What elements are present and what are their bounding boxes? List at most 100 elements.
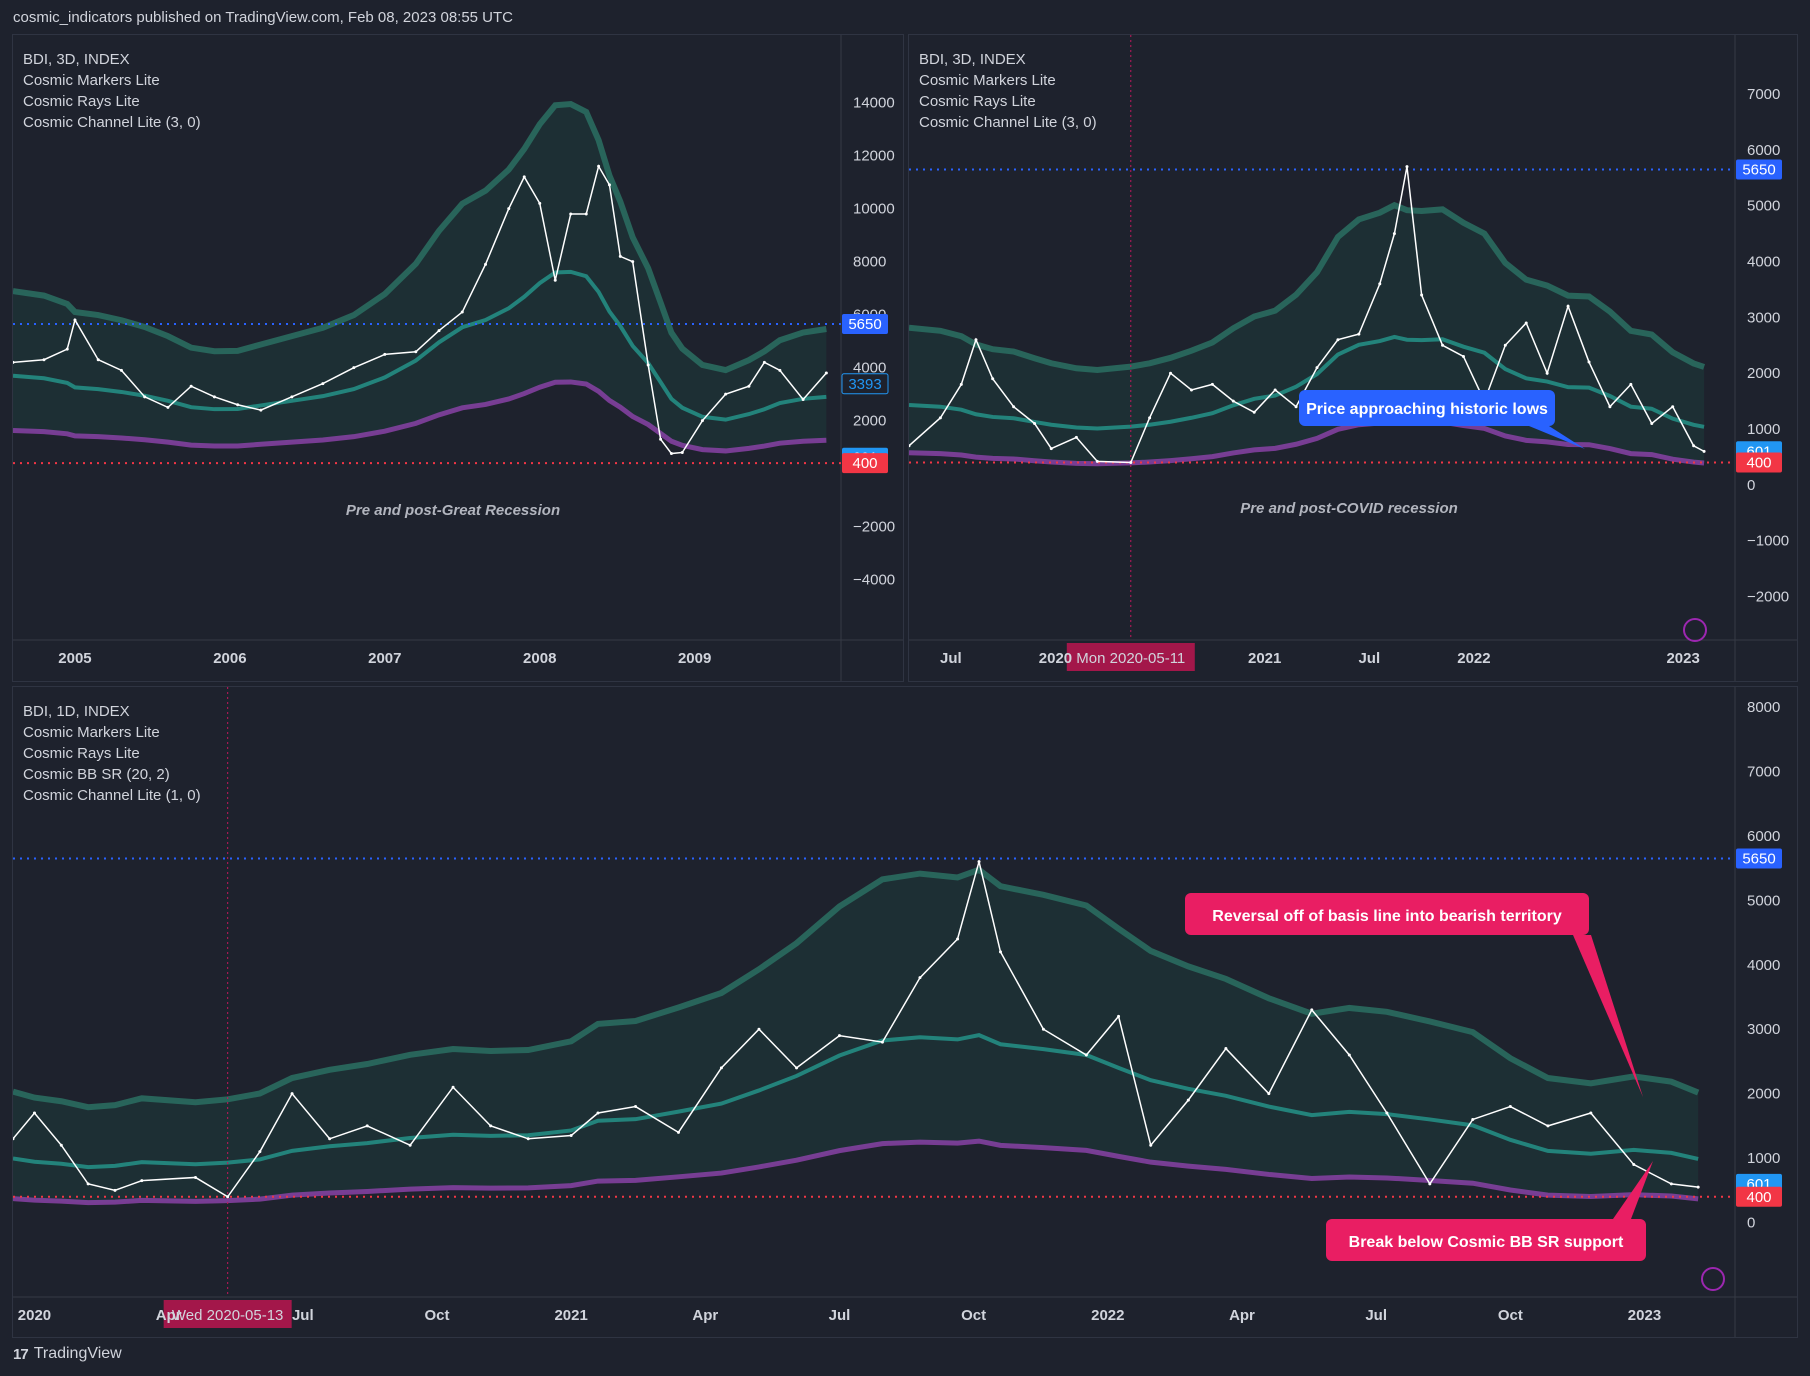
price-point xyxy=(795,1066,799,1070)
price-point xyxy=(1629,382,1633,386)
price-point xyxy=(1671,405,1675,409)
price-point xyxy=(880,1040,884,1044)
x-tick-label: Jul xyxy=(1358,650,1380,667)
price-point xyxy=(96,358,100,362)
legend-indicator: Cosmic Rays Lite xyxy=(919,93,1036,110)
legend-indicator: Cosmic Markers Lite xyxy=(23,72,160,89)
price-point xyxy=(321,382,325,386)
price-point xyxy=(414,350,418,354)
channel-upper-line xyxy=(13,866,1700,1111)
x-tick-label: 2021 xyxy=(1248,650,1281,667)
brand-label: TradingView xyxy=(33,1345,122,1362)
price-point xyxy=(1336,338,1340,342)
price-point xyxy=(522,175,526,179)
chart-svg[interactable]: 1400012000100008000600040002000−2000−400… xyxy=(13,35,903,681)
channel-fill xyxy=(13,869,1699,1203)
price-point xyxy=(1696,1185,1700,1189)
price-point xyxy=(290,395,294,399)
annotation-text: Pre and post-COVID recession xyxy=(1240,500,1458,517)
chart-svg[interactable]: Mon 2020-05-1170006000500040003000200010… xyxy=(909,35,1797,681)
price-point xyxy=(724,392,728,396)
price-point xyxy=(1224,1047,1228,1051)
price-point xyxy=(584,212,588,216)
price-point xyxy=(719,1066,723,1070)
price-point xyxy=(974,338,978,342)
x-tick-label: Oct xyxy=(961,1307,986,1324)
channel-basis-line xyxy=(13,269,827,422)
price-marker-label: 5650 xyxy=(848,316,881,333)
chart-svg[interactable]: Wed 2020-05-1380007000600050004000300020… xyxy=(13,687,1797,1337)
price-point xyxy=(918,976,922,980)
price-point xyxy=(680,450,684,454)
chart-legend: BDI, 3D, INDEX Cosmic Markers Lite Cosmi… xyxy=(919,49,1097,133)
price-point xyxy=(1503,343,1507,347)
price-point xyxy=(226,1195,230,1199)
price-point xyxy=(1420,293,1424,297)
price-point xyxy=(140,1179,144,1183)
y-tick-label: 3000 xyxy=(1747,1021,1780,1038)
legend-indicator: Cosmic Rays Lite xyxy=(23,93,140,110)
x-tick-label: 2009 xyxy=(678,650,711,667)
chart-pane-daily[interactable]: Wed 2020-05-13 8000 7000 6000 5000 4000 3000 20… xyxy=(12,686,1798,1338)
y-tick-label: 6000 xyxy=(1747,828,1780,845)
price-point xyxy=(569,1134,573,1138)
price-point xyxy=(1461,354,1465,358)
price-point xyxy=(507,207,511,211)
price-point xyxy=(1267,1092,1271,1096)
price-point xyxy=(1692,444,1696,448)
price-point xyxy=(489,1124,493,1128)
price-point xyxy=(259,408,263,412)
x-tick-label: Jul xyxy=(292,1307,314,1324)
x-tick-label: Jul xyxy=(829,1307,851,1324)
price-point xyxy=(189,384,193,388)
y-tick-label: 2000 xyxy=(1747,365,1780,382)
x-tick-label: 2005 xyxy=(58,650,91,667)
crosshair-date-box xyxy=(1066,643,1195,671)
channel-lower-line xyxy=(13,379,827,454)
price-point xyxy=(762,360,766,364)
price-point xyxy=(1587,360,1591,364)
price-point xyxy=(959,382,963,386)
price-point xyxy=(1189,388,1193,392)
price-point xyxy=(484,262,488,266)
price-point xyxy=(991,377,995,381)
price-point xyxy=(1632,1163,1636,1167)
price-point xyxy=(526,1137,530,1141)
lightning-icon xyxy=(1683,618,1707,642)
chart-pane-great-recession[interactable]: 1400012000100008000600040002000−2000−400… xyxy=(12,34,904,682)
x-tick-label: Apr xyxy=(692,1307,718,1324)
y-tick-label: 6000 xyxy=(1747,142,1780,159)
price-point xyxy=(119,368,123,372)
price-point xyxy=(618,254,622,258)
price-point xyxy=(676,1130,680,1134)
price-point xyxy=(837,1034,841,1038)
price-point xyxy=(1545,371,1549,375)
x-tick-label: 2021 xyxy=(554,1307,587,1324)
price-point xyxy=(569,212,573,216)
footer-brand[interactable]: 17 TradingView xyxy=(13,1345,122,1363)
x-tick-label: 2022 xyxy=(1457,650,1490,667)
price-marker-label: 400 xyxy=(852,455,877,472)
price-point xyxy=(59,1143,63,1147)
price-point xyxy=(1546,1124,1550,1128)
price-marker-box xyxy=(842,313,888,334)
legend-indicator: Cosmic BB SR (20, 2) xyxy=(23,766,170,783)
chart-pane-covid-recession[interactable]: Mon 2020-05-11 7000 6000 5000 4000 3000 2000 10… xyxy=(908,34,1798,682)
price-point xyxy=(451,1085,455,1089)
price-point xyxy=(408,1143,412,1147)
chart-legend: BDI, 1D, INDEX Cosmic Markers Lite Cosmi… xyxy=(23,701,201,806)
price-point xyxy=(669,452,673,456)
callout-top-box xyxy=(1185,893,1589,935)
callout-box xyxy=(1299,390,1555,426)
price-point xyxy=(86,1182,90,1186)
y-tick-label: 14000 xyxy=(853,95,895,112)
y-tick-label: 12000 xyxy=(853,148,895,165)
price-marker-box xyxy=(1736,848,1782,869)
price-point xyxy=(1650,421,1654,425)
price-point xyxy=(938,416,942,420)
price-point xyxy=(1074,435,1078,439)
price-point xyxy=(1471,1117,1475,1121)
y-tick-label: 7000 xyxy=(1747,763,1780,780)
y-tick-label: −4000 xyxy=(853,572,895,589)
channel-lower-line xyxy=(909,418,1705,467)
